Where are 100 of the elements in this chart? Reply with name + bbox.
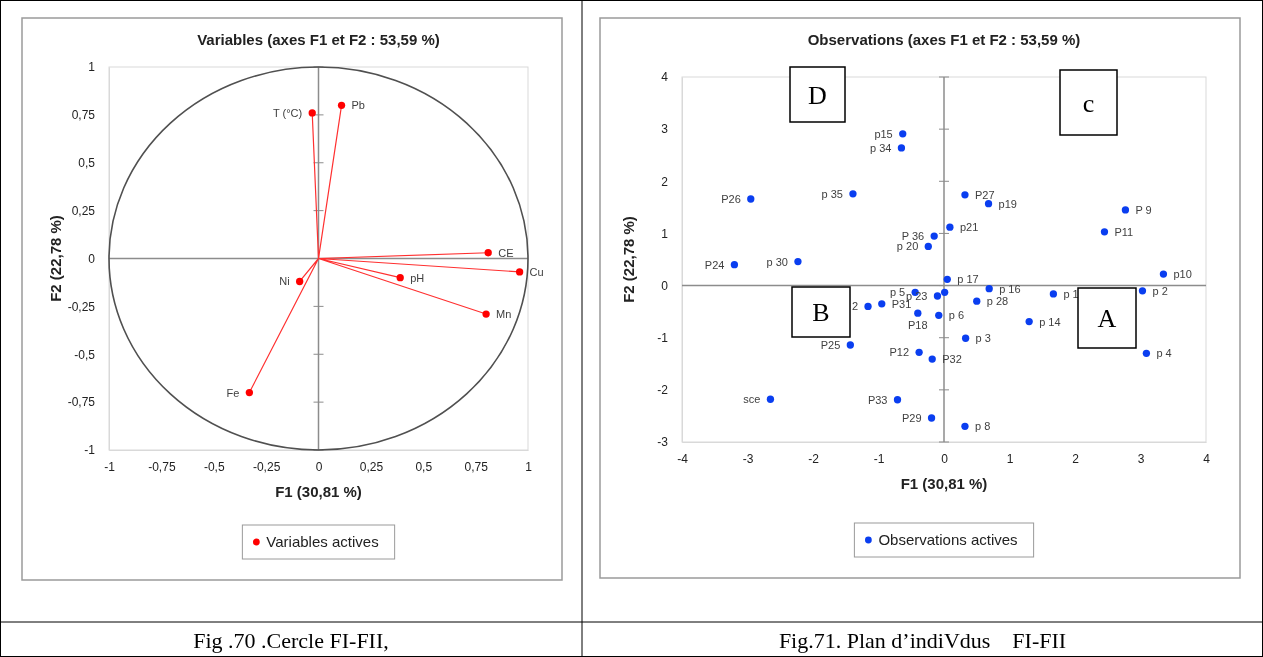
point	[899, 130, 907, 138]
x-tick-label: 2	[1072, 451, 1080, 466]
x-tick-label: 1	[1006, 451, 1014, 466]
point	[730, 261, 739, 269]
annotation: CE	[498, 246, 514, 259]
annotation: p10	[1173, 268, 1192, 281]
x-tick-label: 1	[525, 459, 533, 474]
point	[961, 334, 970, 342]
y-tick-label: 1	[661, 226, 669, 241]
y-tick-label: -3	[657, 435, 669, 450]
x-tick-label: 0	[941, 451, 949, 466]
x-tick-label: 0,75	[464, 459, 489, 474]
annotation: P26	[721, 193, 741, 206]
annotation: P 36	[901, 230, 925, 243]
annotation: P11	[1114, 225, 1134, 238]
point	[846, 341, 854, 349]
y-tick-label: 0	[88, 251, 96, 266]
annotation: Ni	[279, 275, 290, 288]
annotation: c	[1082, 88, 1095, 118]
point	[897, 144, 906, 152]
annotation: p 16	[999, 282, 1021, 295]
point	[924, 242, 932, 251]
y-tick-label: -0,75	[67, 395, 96, 410]
point	[1138, 287, 1147, 295]
x-tick-label: -0,25	[252, 459, 281, 474]
point	[985, 285, 993, 293]
annotation: pH	[410, 271, 425, 284]
point	[878, 300, 886, 308]
letter-box: B	[791, 286, 851, 338]
point	[973, 297, 981, 305]
x-tick-label: -2	[808, 451, 820, 466]
annotation: p 14	[1039, 315, 1061, 328]
annotation: P 9	[1135, 203, 1152, 216]
annotation: p 30	[766, 255, 788, 268]
y-tick-label: -1	[657, 331, 669, 346]
x-tick-label: -3	[742, 451, 754, 466]
point	[941, 288, 949, 296]
y-tick-label: 0,5	[78, 156, 96, 171]
letter-box: D	[789, 66, 846, 123]
x-axis-title: F1 (30,81 %)	[900, 475, 988, 492]
annotation: Fe	[226, 386, 240, 399]
annotation: P32	[942, 353, 962, 366]
point	[984, 200, 993, 208]
point	[893, 396, 902, 404]
y-axis-title: F2 (22,78 %)	[47, 215, 64, 302]
annotation: P12	[889, 346, 910, 359]
point	[935, 311, 943, 319]
annotation: p 8	[974, 420, 991, 433]
annotation: p15	[874, 127, 893, 140]
x-tick-label: -4	[677, 451, 689, 466]
point	[864, 302, 872, 311]
legend-label: Observations actives	[878, 531, 1018, 548]
x-tick-label: 0,25	[359, 459, 384, 474]
point	[1159, 270, 1168, 278]
point	[794, 257, 802, 266]
annotation: p 6	[948, 309, 965, 322]
annotation: p21	[959, 221, 979, 234]
x-axis-title: F1 (30,81 %)	[275, 483, 362, 500]
point	[245, 388, 254, 397]
text: Fig .70 .Cercle FI-FII,	[193, 628, 389, 653]
x-tick-label: 3	[1137, 451, 1145, 466]
annotation: Cu	[529, 265, 544, 278]
x-tick-label: -1	[873, 451, 885, 466]
annotation: p 35	[821, 187, 843, 200]
annotation: p 4	[1156, 347, 1172, 360]
point	[396, 274, 404, 282]
annotation: p 20	[896, 240, 919, 253]
annotation: P24	[704, 258, 725, 271]
y-tick-label: 0	[661, 278, 669, 293]
point	[295, 277, 304, 286]
point	[1025, 317, 1033, 326]
y-tick-label: -0,25	[67, 299, 96, 314]
caption: Fig.71. Plan d’indiVdus FI-FII	[778, 628, 1067, 653]
point	[747, 195, 755, 203]
annotation: sce	[743, 393, 761, 406]
point	[961, 422, 969, 431]
annotation: P18	[908, 319, 928, 332]
point	[482, 310, 490, 318]
point	[484, 249, 492, 257]
point	[946, 223, 954, 231]
point	[1121, 206, 1130, 214]
x-tick-label: -0,5	[203, 459, 225, 474]
y-tick-label: 3	[661, 122, 669, 137]
point	[1049, 290, 1058, 298]
y-tick-label: -0,5	[74, 347, 96, 362]
x-tick-label: -0,75	[148, 459, 176, 474]
y-tick-label: 1	[88, 60, 96, 75]
x-tick-label: 0,5	[415, 459, 433, 474]
legend-label: Variables actives	[266, 533, 379, 550]
annotation: p 28	[986, 295, 1009, 308]
y-axis-title: F2 (22,78 %)	[620, 216, 637, 303]
point	[928, 355, 936, 363]
y-tick-label: -2	[657, 383, 669, 398]
annotation: B	[812, 298, 830, 327]
x-tick-label: 4	[1203, 451, 1211, 466]
point	[1100, 228, 1109, 236]
point	[915, 348, 923, 356]
annotation: p 5	[889, 286, 906, 299]
x-tick-label: 0	[315, 459, 323, 474]
annotation: P29	[901, 412, 922, 425]
